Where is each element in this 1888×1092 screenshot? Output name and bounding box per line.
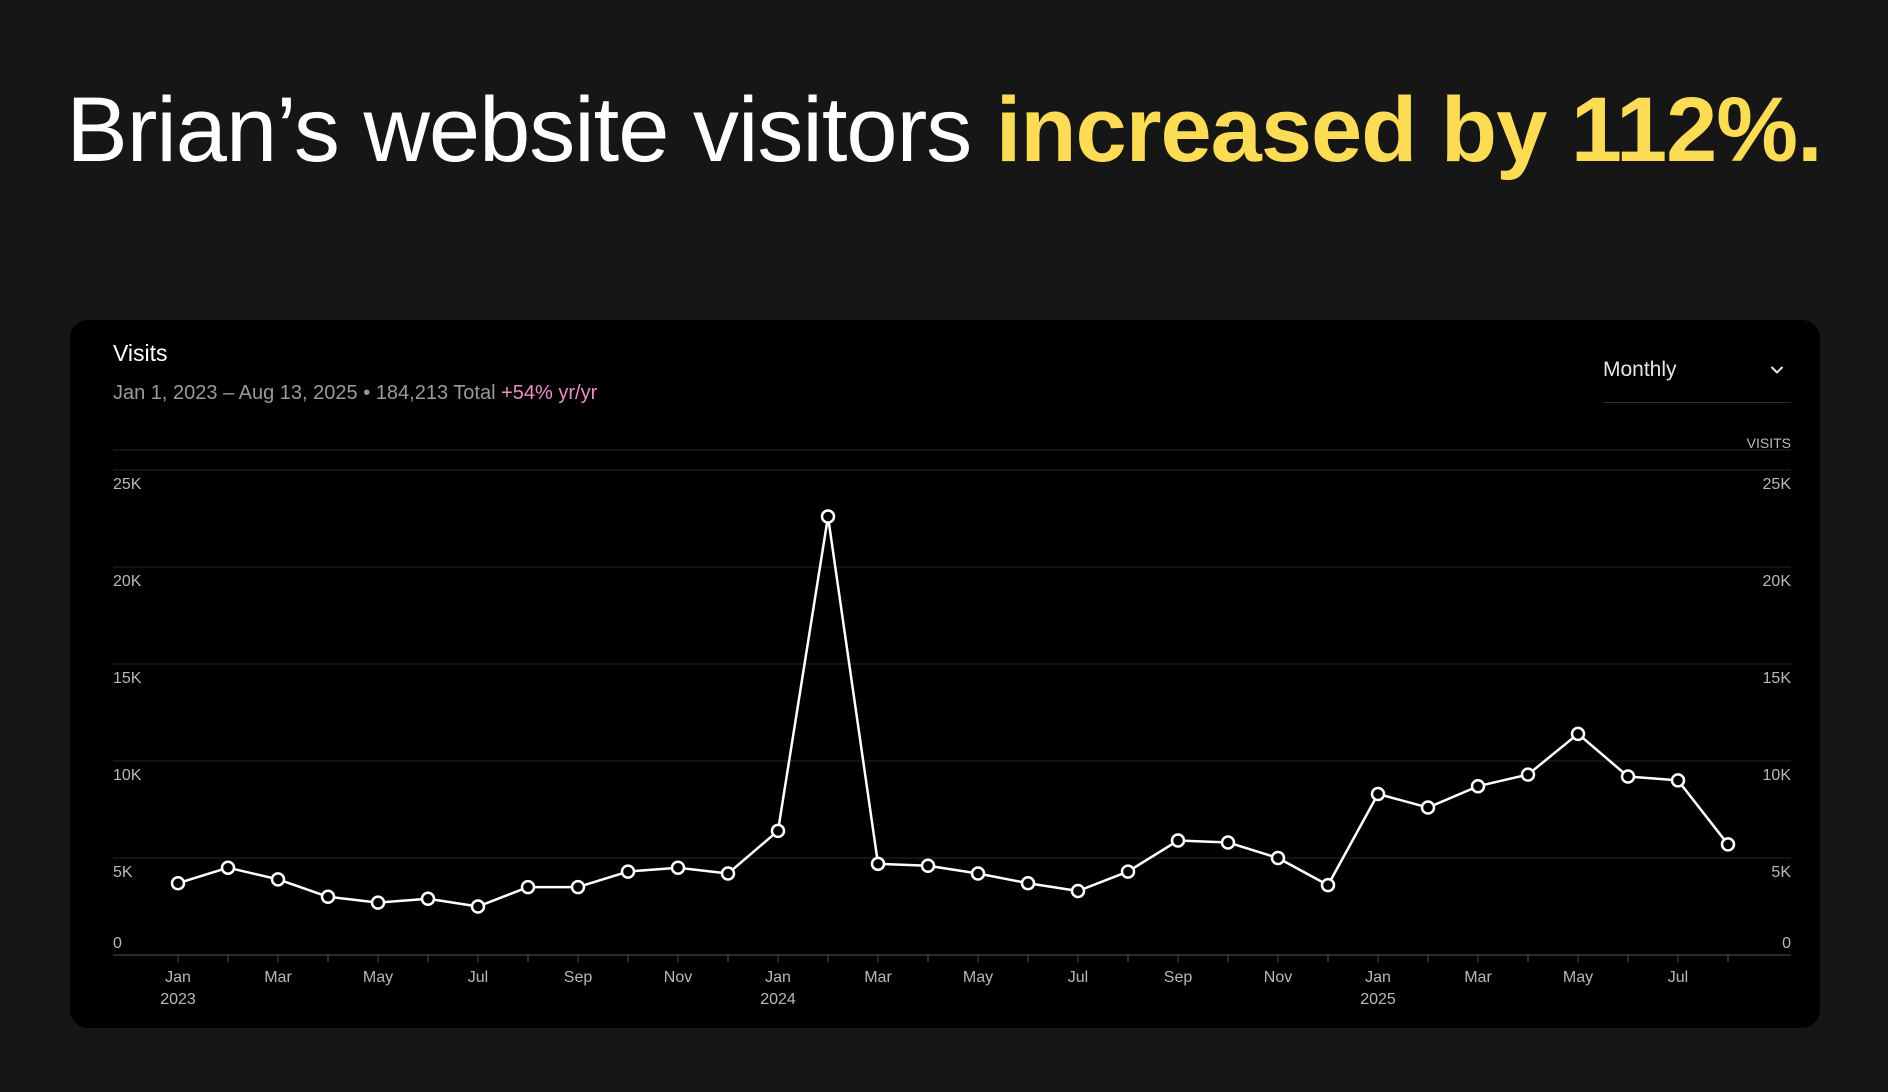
y-tick-label-left: 20K — [113, 573, 142, 590]
data-point — [1020, 875, 1036, 891]
x-tick-label: Nov — [1264, 969, 1292, 986]
period-select[interactable]: Monthly — [1603, 358, 1791, 403]
y-tick-label-right: 15K — [1763, 670, 1792, 687]
data-point — [620, 864, 636, 879]
card-title: Visits — [113, 340, 168, 366]
period-select-value: Monthly — [1603, 358, 1677, 381]
headline: Brian’s website visitors increased by 11… — [0, 78, 1888, 183]
y-tick-label-right: 10K — [1763, 767, 1792, 784]
y-tick-label-left: 15K — [113, 670, 142, 687]
visits-line-chart: 0 0 5K 5K 10K 10K 15K 15K 20K 20K 25K 25K VISITS Jan 2… — [113, 435, 1792, 1008]
data-point — [170, 875, 186, 891]
y-tick-label-right: 20K — [1763, 573, 1792, 590]
y-tick-label-right: 5K — [1771, 864, 1791, 881]
right-axis-title: VISITS — [1747, 435, 1791, 451]
data-point — [320, 889, 336, 905]
data-point — [1720, 837, 1736, 852]
x-tick-label: Jan — [165, 969, 191, 986]
x-tick-year-label: 2024 — [760, 991, 796, 1008]
y-tick-label-left: 10K — [113, 767, 142, 784]
data-point — [420, 891, 436, 906]
x-tick-label: Jul — [468, 969, 488, 986]
data-point — [1520, 767, 1536, 782]
x-tick-label: Jan — [1365, 969, 1391, 986]
data-point — [720, 866, 736, 881]
card-subtitle: Jan 1, 2023 – Aug 13, 2025 • 184,213 Tot… — [113, 382, 597, 405]
data-point — [1170, 833, 1186, 848]
x-tick-label: Nov — [664, 969, 692, 986]
data-point — [1670, 773, 1686, 788]
x-tick-label: Mar — [864, 969, 892, 986]
date-range: Jan 1, 2023 – Aug 13, 2025 — [113, 382, 358, 404]
data-point — [1220, 835, 1236, 850]
y-tick-label-left: 0 — [113, 935, 122, 952]
data-point — [1120, 864, 1136, 879]
data-point — [970, 866, 986, 881]
data-point — [820, 509, 836, 524]
data-point — [1570, 726, 1586, 742]
series-line — [176, 515, 1730, 908]
subtitle-separator: • — [357, 382, 376, 404]
x-tick-label: Sep — [1164, 969, 1193, 986]
y-tick-label-right: 25K — [1763, 476, 1792, 493]
data-point — [470, 899, 486, 914]
data-point — [870, 856, 886, 872]
data-point — [1370, 786, 1386, 802]
data-point — [1320, 877, 1336, 893]
data-point — [1620, 769, 1636, 784]
data-point — [220, 860, 236, 875]
data-point — [670, 860, 686, 875]
data-point — [920, 858, 936, 874]
y-tick-label-left: 5K — [113, 864, 133, 881]
x-tick-label: Mar — [1464, 969, 1492, 986]
data-point — [270, 872, 286, 887]
x-tick-label: Sep — [564, 969, 593, 986]
chevron-down-icon — [1771, 366, 1783, 374]
data-point — [1270, 850, 1286, 866]
total-visits: 184,213 Total — [375, 382, 496, 404]
y-tick-label-right: 0 — [1782, 935, 1791, 952]
y-tick-label-left: 25K — [113, 476, 142, 493]
x-tick-label: Jul — [1068, 969, 1088, 986]
x-tick-label: Mar — [264, 969, 292, 986]
x-tick-year-label: 2023 — [160, 991, 196, 1008]
headline-highlight: increased by 112%. — [995, 79, 1823, 181]
x-tick-label: May — [963, 969, 993, 986]
data-point — [520, 879, 536, 895]
visits-card: 0 0 5K 5K 10K 10K 15K 15K 20K 20K 25K 25K VISITS Jan 2… — [70, 320, 1820, 1028]
x-tick-label: Jul — [1668, 969, 1688, 986]
x-tick-label: May — [363, 969, 393, 986]
yoy-change: +54% yr/yr — [501, 382, 598, 404]
data-point — [570, 879, 586, 895]
x-tick-year-label: 2025 — [1360, 991, 1396, 1008]
data-point — [1070, 883, 1086, 899]
data-point — [370, 895, 386, 910]
x-tick-label: Jan — [765, 969, 791, 986]
x-tick-label: May — [1563, 969, 1593, 986]
data-point — [770, 823, 786, 839]
headline-lead: Brian’s website visitors — [66, 79, 996, 181]
data-point — [1420, 800, 1436, 815]
data-point — [1470, 778, 1486, 794]
